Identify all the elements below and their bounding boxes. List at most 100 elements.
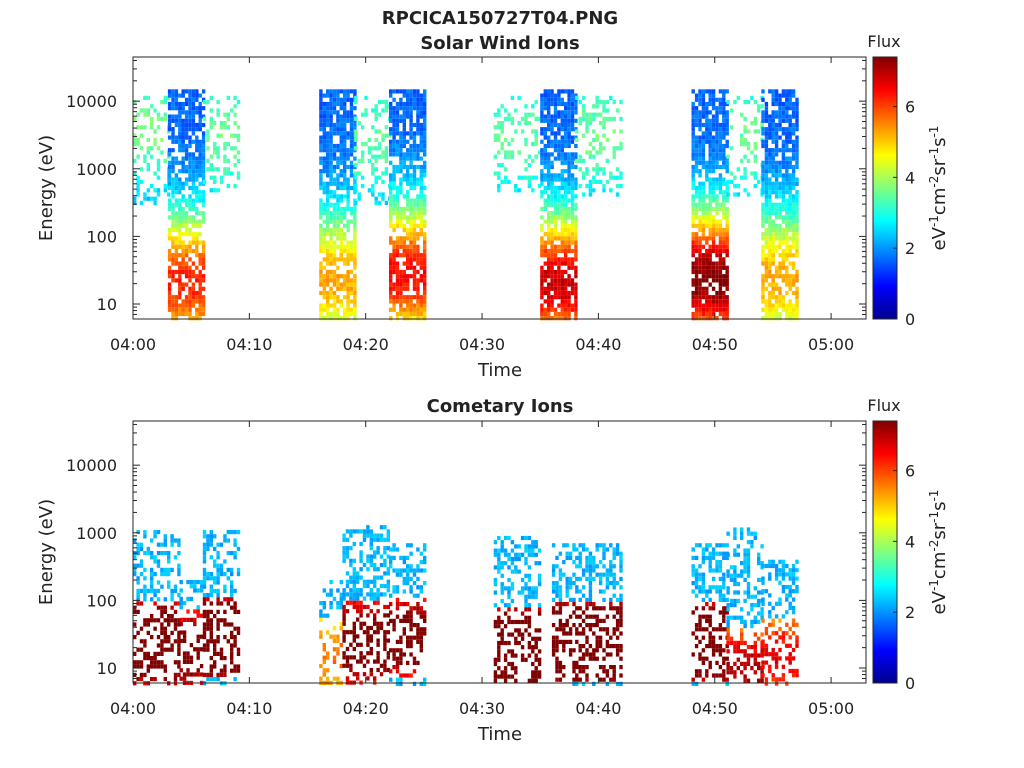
spectrogram-cell: [698, 93, 702, 98]
spectrogram-cell: [191, 106, 196, 111]
spectrogram-cell: [395, 164, 400, 170]
spectrogram-cell: [133, 133, 137, 138]
spectrogram-cell: [332, 215, 337, 220]
spectrogram-cell: [733, 100, 737, 105]
spectrogram-cell: [551, 572, 556, 577]
spectrogram-cell: [743, 154, 747, 159]
spectrogram-cell: [386, 651, 390, 656]
spectrogram-cell: [708, 89, 712, 94]
spectrogram-cell: [701, 181, 706, 186]
spectrogram-cell: [389, 316, 393, 321]
spectrogram-cell: [133, 635, 137, 640]
spectrogram-cell: [160, 643, 164, 648]
spectrogram-cell: [540, 311, 544, 317]
spectrogram-cell: [209, 175, 213, 180]
spectrogram-cell: [376, 546, 380, 551]
spectrogram-cell: [795, 202, 799, 207]
spectrogram-cell: [326, 164, 330, 170]
spectrogram-cell: [230, 647, 234, 652]
spectrogram-cell: [510, 586, 515, 591]
spectrogram-cell: [389, 282, 393, 287]
spectrogram-cell: [184, 299, 189, 304]
spectrogram-cell: [761, 110, 765, 115]
spectrogram-cell: [332, 655, 337, 660]
spectrogram-cell: [567, 118, 571, 123]
spectrogram-cell: [791, 219, 796, 224]
spectrogram-cell: [191, 131, 196, 136]
spectrogram-cell: [353, 206, 357, 212]
spectrogram-cell: [711, 177, 716, 182]
spectrogram-cell: [722, 110, 726, 115]
spectrogram-cell: [788, 227, 792, 233]
spectrogram-cell: [395, 597, 400, 602]
spectrogram-cell: [329, 131, 333, 136]
spectrogram-cell: [345, 537, 350, 542]
spectrogram-cell: [395, 677, 400, 682]
spectrogram-cell: [598, 665, 603, 670]
spectrogram-cell: [761, 248, 765, 254]
spectrogram-cell: [201, 311, 206, 317]
spectrogram-cell: [409, 227, 413, 233]
spectrogram-cell: [520, 590, 525, 595]
spectrogram-cell: [174, 173, 179, 178]
cometary-spectrogram: [133, 525, 799, 686]
spectrogram-cell: [708, 101, 712, 107]
spectrogram-cell: [517, 175, 521, 180]
spectrogram-cell: [412, 656, 417, 661]
spectrogram-cell: [785, 173, 789, 178]
spectrogram-cell: [374, 179, 378, 184]
spectrogram-cell: [570, 202, 575, 207]
spectrogram-cell: [146, 622, 150, 627]
spectrogram-cell: [547, 139, 551, 144]
spectrogram-cell: [171, 164, 175, 170]
spectrogram-cell: [392, 652, 396, 657]
spectrogram-cell: [416, 122, 420, 128]
spectrogram-cell: [553, 269, 558, 275]
spectrogram-cell: [389, 148, 393, 153]
spectrogram-cell: [771, 101, 775, 107]
spectrogram-cell: [356, 529, 360, 534]
spectrogram-cell: [795, 122, 799, 128]
spectrogram-cell: [788, 97, 792, 102]
spectrogram-cell: [376, 592, 380, 597]
spectrogram-cell: [585, 129, 589, 134]
spectrogram-cell: [791, 181, 796, 186]
spectrogram-cell: [219, 651, 224, 656]
solar-wind-x-label: Time: [477, 360, 522, 381]
spectrogram-cell: [722, 215, 726, 220]
spectrogram-cell: [209, 534, 213, 539]
spectrogram-cell: [198, 198, 202, 203]
spectrogram-cell: [416, 311, 420, 317]
spectrogram-cell: [708, 131, 712, 136]
spectrogram-cell: [412, 244, 417, 249]
spectrogram-cell: [419, 614, 423, 619]
spectrogram-cell: [764, 143, 769, 149]
spectrogram-cell: [715, 202, 719, 207]
spectrogram-cell: [540, 286, 544, 291]
spectrogram-cell: [503, 624, 508, 629]
spectrogram-cell: [705, 278, 709, 283]
spectrogram-cell: [399, 219, 403, 224]
spectrogram-cell: [791, 253, 796, 258]
spectrogram-cell: [389, 564, 393, 569]
spectrogram-cell: [612, 614, 616, 619]
spectrogram-cell: [785, 164, 789, 170]
spectrogram-cell: [191, 286, 196, 291]
spectrogram-cell: [371, 125, 375, 130]
spectrogram-cell: [195, 156, 199, 161]
spectrogram-cell: [419, 627, 423, 632]
spectrogram-cell: [184, 303, 189, 308]
spectrogram-cell: [319, 211, 323, 216]
spectrogram-cell: [715, 181, 719, 186]
spectrogram-cell: [609, 188, 613, 193]
spectrogram-cell: [216, 597, 220, 602]
spectrogram-cell: [718, 139, 723, 144]
spectrogram-cell: [581, 652, 586, 657]
spectrogram-cell: [493, 552, 498, 557]
spectrogram-cell: [778, 148, 782, 153]
spectrogram-cell: [371, 163, 375, 168]
spectrogram-cell: [416, 198, 420, 203]
spectrogram-cell: [718, 89, 723, 94]
spectrogram-cell: [774, 122, 779, 128]
spectrogram-cell: [409, 606, 413, 611]
